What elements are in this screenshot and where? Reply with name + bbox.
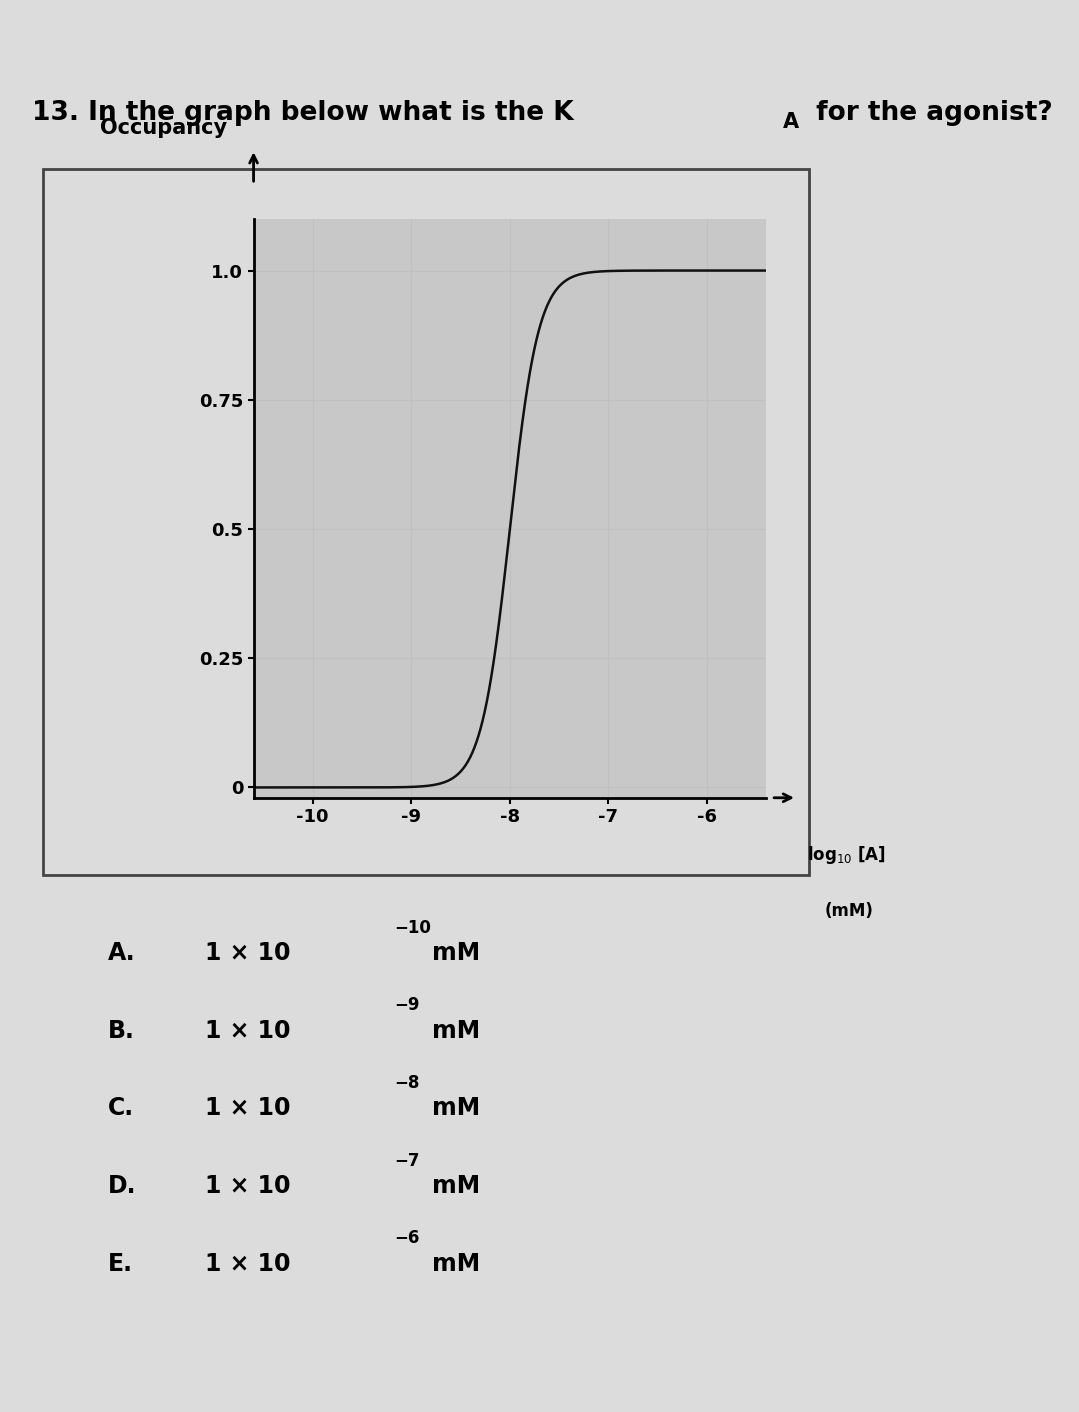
Text: −10: −10 (394, 919, 431, 936)
Text: −6: −6 (394, 1230, 420, 1247)
Text: D.: D. (108, 1175, 136, 1197)
Text: E.: E. (108, 1252, 133, 1275)
Text: C.: C. (108, 1097, 134, 1120)
Text: 1 × 10: 1 × 10 (205, 1175, 290, 1197)
Text: for the agonist?: for the agonist? (807, 100, 1053, 126)
Text: A.: A. (108, 942, 136, 964)
Text: mM: mM (432, 1097, 480, 1120)
Text: A: A (783, 112, 800, 131)
Text: 1 × 10: 1 × 10 (205, 942, 290, 964)
Text: mM: mM (432, 1019, 480, 1042)
Text: B.: B. (108, 1019, 135, 1042)
Text: 1 × 10: 1 × 10 (205, 1019, 290, 1042)
Text: −8: −8 (394, 1075, 420, 1091)
Text: 1 × 10: 1 × 10 (205, 1097, 290, 1120)
Bar (43, 169, 809, 875)
Text: −7: −7 (394, 1152, 420, 1169)
Text: 1 × 10: 1 × 10 (205, 1252, 290, 1275)
Text: mM: mM (432, 942, 480, 964)
Text: mM: mM (432, 1175, 480, 1197)
Text: (mM): (mM) (825, 902, 874, 921)
Text: Occupancy: Occupancy (100, 117, 227, 138)
Text: 13. In the graph below what is the K: 13. In the graph below what is the K (32, 100, 574, 126)
Text: −9: −9 (394, 997, 420, 1014)
Text: mM: mM (432, 1252, 480, 1275)
Text: log$_{10}$ [A]: log$_{10}$ [A] (807, 844, 886, 866)
